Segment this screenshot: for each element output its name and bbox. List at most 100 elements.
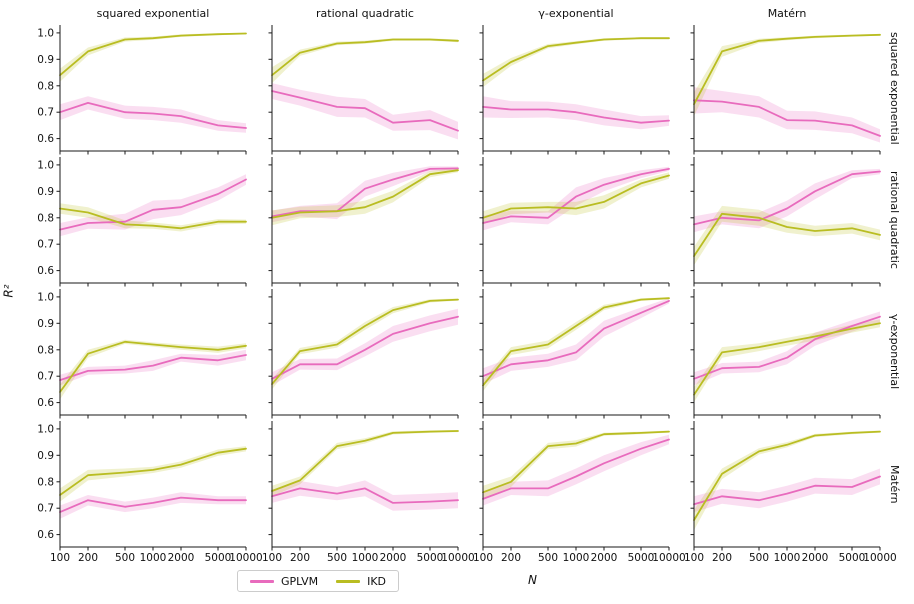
subplot-r1c2 — [268, 25, 459, 155]
gplvm-line — [271, 90, 459, 132]
subplot-r3c3 — [479, 289, 670, 419]
ikd-line — [271, 169, 459, 219]
gplvm-band — [272, 83, 458, 140]
row-title: γ-exponential — [888, 314, 901, 390]
y-tick-label: 0.9 — [37, 450, 54, 462]
gplvm-line — [59, 354, 247, 381]
ikd-band — [272, 430, 458, 497]
x-tick-label: 1000 — [563, 552, 590, 564]
x-tick-label: 1000 — [140, 552, 167, 564]
subplot-r2c1: 1.0 0.9 0.8 0.7 0.6 — [37, 157, 247, 287]
ikd-line — [59, 447, 247, 496]
legend: GPLVM IKD — [237, 570, 400, 592]
gplvm-band — [694, 87, 880, 143]
ikd-line — [59, 32, 247, 77]
ikd-line — [482, 430, 670, 494]
row-title: Matérn — [888, 464, 901, 504]
ikd-band — [60, 32, 246, 82]
y-tick-label: 0.7 — [37, 503, 54, 515]
x-tick-label: 500 — [749, 552, 769, 564]
ikd-band — [60, 339, 246, 400]
y-tick-label: 0.9 — [37, 318, 54, 330]
ikd-line — [693, 33, 881, 106]
subplot-r3c2 — [268, 289, 459, 419]
row-title: rational quadratic — [888, 171, 901, 269]
gplvm-band — [60, 174, 246, 237]
x-tick-label: 10000 — [441, 552, 474, 564]
y-tick-label: 0.7 — [37, 239, 54, 251]
x-tick-label: 500 — [115, 552, 135, 564]
x-tick-label: 5000 — [839, 552, 866, 564]
x-tick-label: 10000 — [863, 552, 896, 564]
gplvm-line — [693, 170, 881, 226]
subplot-r4c1: 1.0 0.9 0.8 0.7 0.6 100 200 500 1000 2000 50001000… — [37, 421, 263, 564]
gplvm-line — [59, 178, 247, 231]
gplvm-line — [271, 167, 459, 218]
gplvm-line — [693, 315, 881, 380]
x-tick-label: 200 — [78, 552, 98, 564]
gplvm-band — [60, 96, 246, 133]
gplvm-line — [693, 475, 881, 506]
column-title: γ-exponential — [538, 7, 614, 20]
ikd-line — [271, 298, 459, 385]
column-title: Matérn — [767, 7, 807, 20]
y-tick-label: 0.6 — [37, 397, 54, 409]
x-tick-label: 5000 — [417, 552, 444, 564]
y-tick-label: 0.7 — [37, 371, 54, 383]
x-tick-label: 500 — [327, 552, 347, 564]
gplvm-band — [272, 166, 458, 223]
column-title: rational quadratic — [316, 7, 414, 20]
ikd-line — [59, 207, 247, 230]
y-tick-label: 0.6 — [37, 133, 54, 145]
x-tick-label: 2000 — [380, 552, 407, 564]
ikd-line — [59, 340, 247, 393]
gplvm-band — [483, 298, 669, 385]
subplot-r2c2 — [268, 157, 459, 287]
x-tick-label: 2000 — [802, 552, 829, 564]
y-tick-label: 0.8 — [37, 212, 54, 224]
ikd-band — [272, 168, 458, 226]
x-tick-label: 1000 — [352, 552, 379, 564]
subplot-r2c4 — [690, 157, 881, 287]
x-tick-label: 10000 — [229, 552, 262, 564]
gplvm-line — [59, 496, 247, 513]
gplvm-band — [483, 166, 669, 231]
gplvm-line — [482, 299, 670, 378]
y-tick-label: 0.9 — [37, 54, 54, 66]
subplot-r1c1: 1.0 0.9 0.8 0.7 0.6 — [37, 25, 247, 155]
x-tick-label: 100 — [684, 552, 704, 564]
x-axis-label: N — [528, 573, 537, 587]
y-tick-label: 0.7 — [37, 107, 54, 119]
y-tick-label: 1.0 — [37, 159, 54, 171]
gplvm-band — [694, 468, 880, 513]
ikd-line — [482, 37, 670, 82]
x-tick-label: 100 — [50, 552, 70, 564]
subplot-r1c3 — [479, 25, 670, 155]
y-axis-label: R² — [1, 284, 16, 298]
ikd-band — [694, 205, 880, 266]
ikd-line — [271, 38, 459, 77]
y-tick-label: 1.0 — [37, 291, 54, 303]
gplvm-line — [482, 106, 670, 124]
ikd-line — [482, 297, 670, 387]
x-tick-label: 1000 — [774, 552, 801, 564]
x-tick-label: 200 — [712, 552, 732, 564]
ikd-line — [271, 430, 459, 492]
gplvm-line — [59, 102, 247, 129]
gplvm-line — [482, 167, 670, 224]
y-tick-label: 0.8 — [37, 80, 54, 92]
ikd-line — [693, 212, 881, 257]
ikd-band — [483, 172, 669, 225]
row-title: squared exponential — [888, 31, 901, 145]
x-tick-label: 5000 — [628, 552, 655, 564]
gplvm-line — [271, 315, 459, 380]
y-tick-label: 0.8 — [37, 476, 54, 488]
x-tick-label: 100 — [473, 552, 493, 564]
gplvm-band — [272, 480, 458, 511]
legend-label-gplvm: GPLVM — [281, 574, 319, 588]
legend-item-ikd: IKD — [336, 575, 386, 588]
